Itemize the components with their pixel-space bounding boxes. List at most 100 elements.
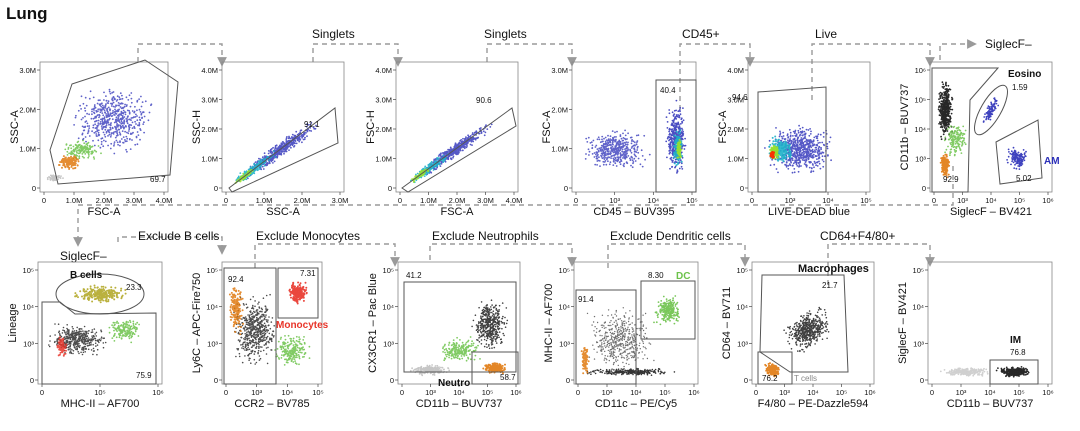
p9-events-gray [409,364,451,377]
p4-annotations: 40.4 [660,86,676,95]
p10-events-orange [580,347,590,375]
p3-ytick-label: 0 [388,184,392,193]
p6-am-label: AM [1044,156,1060,167]
p7-xtick-label: 0 [40,388,44,397]
p8-annotations: 92.4 7.31 Monocytes [228,269,329,331]
p6-ytick-label: 10⁴ [914,125,926,134]
p6-xlabel: SiglecF – BV421 [950,206,1032,218]
p4-xtick-label: 10³ [609,196,620,205]
p11-mac-pct: 21.7 [822,281,838,290]
p10-xtick-label: 10⁵ [659,388,670,397]
gating-label-exclude-dc: Exclude Dendritic cells [610,229,731,243]
p7-bcells-pct: 23.3 [126,283,142,292]
p4-ytick-label: 3.0M [551,66,568,75]
p10-main-gate [575,289,637,385]
p6-am-pct: 5.02 [1016,174,1032,183]
p6-ytick-label: 10³ [915,155,926,164]
p5-ylabel: FSC-A [717,110,729,144]
p9-events-black [471,299,509,350]
p2-ylabel: SSC-H [191,110,203,144]
p1-xlabel: FSC-A [88,206,122,218]
arrow-p3-p4 [486,43,577,67]
p8-xtick-label: 10⁴ [282,388,294,397]
arrow-p4-p5 [679,43,755,110]
p4-axes: 0 10³ 10⁴ 10⁵ 0 1.0M 2.0M 3.0M CD45 – BUV395 FSC-… [541,61,698,218]
p2-ytick-label: 3.0M [201,96,218,105]
p12-annotations: IM 76.8 [1010,335,1026,357]
p4-ytick-label: 0 [564,184,568,193]
p7-events-black [48,323,107,356]
p3-xtick-label: 0 [398,196,402,205]
p4-xtick-label: 10⁵ [686,196,697,205]
p10-xtick-label: 10⁴ [630,388,642,397]
gating-arrows [73,39,977,285]
p9-ytick-label: 10⁴ [382,303,394,312]
arrow-p10-p11 [607,243,750,268]
p11-ytick-label: 10⁴ [736,303,748,312]
p6-eosino-label: Eosino [1008,69,1041,80]
p6-xtick-label: 0 [932,196,936,205]
p1-ytick-label: 0 [32,184,36,193]
p9-neutro-label: Neutro [438,378,470,389]
p9-ytick-label: 10³ [383,339,394,348]
arrow-p8-p9 [254,243,400,268]
p11-xtick-label: 10⁶ [864,388,875,397]
p10-dc-label: DC [676,271,690,282]
p6-xtick-label: 10⁶ [1042,196,1053,205]
p3-gate-pct: 90.6 [476,96,492,105]
p4-gate-pct: 40.4 [660,86,676,95]
p8-ytick-label: 10⁵ [207,266,218,275]
p6-events-am [1006,146,1027,171]
p5-events-hot [769,150,776,159]
p8-xlabel: CCR2 – BV785 [234,398,309,410]
p9-neutro-pct: 58.7 [500,373,516,382]
p10-xtick-label: 10³ [602,388,613,397]
p5-events-base [764,124,832,174]
p10-dc-gate [640,280,696,340]
p6-annotations: 92.9 Eosino 1.59 AM 5.02 [943,69,1060,184]
p7-xtick-label: 10⁵ [94,388,105,397]
p7-main-pct: 75.9 [136,371,152,380]
p11-t-gate [757,351,793,385]
p9-ytick-label: 10⁵ [383,266,394,275]
p1-xtick-label: 3.0M [126,196,143,205]
p9-ylabel: CX3CR1 – Pac Blue [367,273,379,373]
p4-events-left [584,129,651,169]
p7-ytick-label: 10⁴ [22,303,34,312]
p3-xtick-label: 2.0M [449,196,466,205]
p10-main-pct: 91.4 [578,295,594,304]
p5-ytick-label: 4.0M [727,66,744,75]
p11-xtick-label: 0 [754,388,758,397]
p3-ytick-label: 2.0M [375,125,392,134]
p8-main-gate [223,267,277,385]
p9-xtick-label: 10⁵ [482,388,493,397]
p4-ytick-label: 1.0M [551,145,568,154]
p6-ylabel: CD11b – BUV737 [899,84,911,171]
p6-xtick-label: 10³ [957,196,968,205]
gating-label-cd45: CD45+ [682,27,720,41]
p12-events-gray [939,367,989,377]
p6-ytick-label: 10⁶ [915,66,926,75]
p11-ytick-label: 10⁵ [737,266,748,275]
p1-events-gray [46,174,64,182]
gating-label-exclude-b: Exclude B cells [138,229,219,243]
p5-gate-pct: 94.6 [732,93,748,102]
p9-xtick-label: 10⁴ [453,388,465,397]
p5-xtick-label: 10³ [785,196,796,205]
p8-ytick-label: 10⁴ [206,303,218,312]
p1-events-green [64,139,102,160]
p7-ylabel: Lineage [7,303,19,342]
p4-xtick-label: 0 [574,196,578,205]
p3-ytick-label: 3.0M [375,96,392,105]
arrow-p11-p12 [827,243,935,285]
p12-events-im [995,366,1030,378]
arrow-p7-p8 [117,236,227,255]
p3-ylabel: FSC-H [365,110,377,144]
p5-gate [757,86,827,193]
p12-im-gate [989,359,1039,385]
p12-im-label: IM [1010,335,1021,346]
p8-xtick-label: 10⁵ [312,388,323,397]
p1-ylabel: SSC-A [9,110,21,144]
